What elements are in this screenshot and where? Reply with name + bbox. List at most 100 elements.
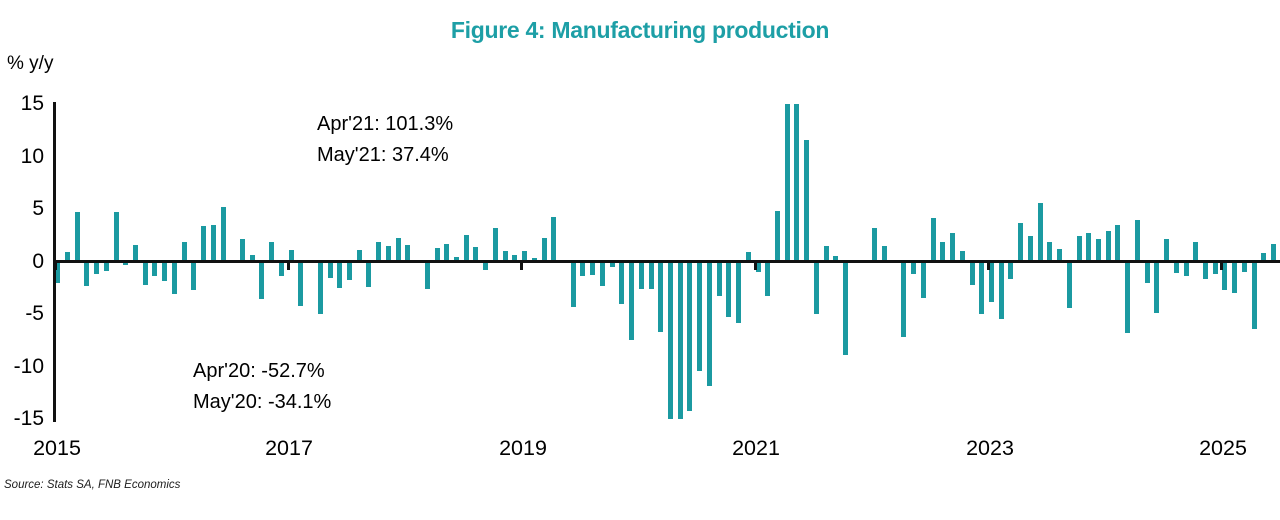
bar-2024-11 [1202,261,1208,280]
x-tickmark-2015 [54,262,57,270]
bar-2019-10 [609,261,615,267]
bar-2019-04 [551,217,557,262]
bar-2021-08 [823,245,829,262]
x-tick-2017: 2017 [265,436,313,460]
bar-2017-05 [327,261,333,279]
bar-2023-01 [988,261,994,303]
bar-2015-07 [113,212,119,262]
bar-2023-03 [1008,261,1014,280]
x-tickmark-2021 [754,262,757,270]
bar-2019-11 [619,261,625,304]
x-tickmark-2019 [520,262,523,270]
bar-2024-08 [1173,261,1179,274]
bar-2016-11 [269,241,275,262]
bar-2020-03 [658,261,664,332]
bar-2017-02 [298,261,304,306]
bar-2022-04 [901,261,907,338]
bar-2020-05 [677,261,683,419]
bar-2016-06 [220,206,226,262]
bar-2023-08 [1057,248,1063,262]
bar-2023-02 [998,261,1004,320]
y-tick-neg10: -10 [13,355,44,378]
bar-2017-08 [356,249,362,262]
bar-2019-02 [531,258,537,262]
bar-2024-01 [1105,231,1111,262]
bar-2025-02 [1232,261,1238,293]
bar-2015-04 [84,261,90,286]
bar-2024-04 [1134,219,1140,262]
bar-2017-07 [347,261,352,281]
bar-2016-02 [181,241,187,262]
bar-2018-11 [502,251,508,262]
bar-2018-06 [454,257,459,262]
bar-2018-03 [424,261,430,289]
bar-2020-11 [736,261,742,324]
bar-2021-06 [804,139,810,262]
x-tick-2025: 2025 [1199,436,1247,460]
bar-2017-01 [288,249,294,262]
bar-2024-05 [1144,261,1150,283]
bar-2015-12 [162,261,168,282]
bar-2024-10 [1193,241,1199,262]
bar-2022-01 [872,227,878,262]
bar-2023-07 [1047,241,1053,262]
x-tickmark-2017 [287,262,290,270]
bar-2018-12 [512,255,518,262]
annotation-apr-may-2021: Apr'21: 101.3% May'21: 37.4% [317,109,453,171]
bar-2018-10 [492,227,498,262]
bar-2020-04 [668,261,673,419]
chart-title: Figure 4: Manufacturing production [450,17,830,43]
bar-2024-09 [1183,261,1189,277]
bar-2018-04 [434,247,440,262]
y-tick-neg15: -15 [13,407,44,430]
bar-2021-04 [784,104,790,262]
bar-2023-12 [1095,239,1101,262]
bar-2016-12 [278,261,284,277]
bar-2020-06 [687,261,693,411]
bar-2023-05 [1027,236,1033,262]
bar-2022-08 [940,241,946,262]
bar-2015-01 [55,261,61,283]
bar-2020-08 [706,261,712,387]
bar-2024-03 [1125,261,1131,333]
bar-2019-12 [629,261,635,341]
bar-2022-06 [920,261,926,299]
bar-2015-10 [142,261,148,285]
bar-2023-11 [1086,233,1092,262]
bar-2020-09 [716,261,722,297]
bar-2021-10 [843,261,849,355]
bar-2019-03 [541,238,547,262]
x-axis-zero-line [53,260,1280,263]
bar-2024-07 [1164,239,1170,262]
y-axis-unit-label: % y/y [7,53,54,74]
bar-2021-01 [755,261,761,272]
bar-2025-03 [1241,261,1247,272]
bar-2019-01 [522,251,528,262]
bar-2017-04 [317,261,323,314]
bar-2016-03 [191,261,197,290]
bar-2022-10 [959,251,965,262]
bar-2018-08 [473,246,479,262]
bar-2016-01 [171,261,177,295]
annotation-apr-may-2020: Apr'20: -52.7% May'20: -34.1% [193,356,331,418]
bar-2020-02 [648,261,654,289]
bar-2015-06 [103,261,109,271]
x-tick-2023: 2023 [966,436,1014,460]
bar-2019-09 [599,261,605,286]
bar-2025-01 [1222,261,1228,290]
y-tick-15: 15 [20,92,44,115]
bar-2018-01 [405,244,411,262]
bar-2016-05 [210,224,216,262]
source-note: Source: Stats SA, FNB Economics [4,479,181,491]
bar-2015-05 [94,261,100,275]
annotation-apr20: Apr'20: -52.7% [193,360,325,382]
bar-2021-09 [833,256,839,262]
bar-2019-07 [580,261,586,277]
x-tick-2015: 2015 [33,436,81,460]
bar-2023-10 [1076,236,1082,262]
y-tick-5: 5 [32,197,44,220]
bar-2017-09 [366,261,372,287]
bar-2020-12 [745,252,751,262]
x-tick-2021: 2021 [732,436,780,460]
